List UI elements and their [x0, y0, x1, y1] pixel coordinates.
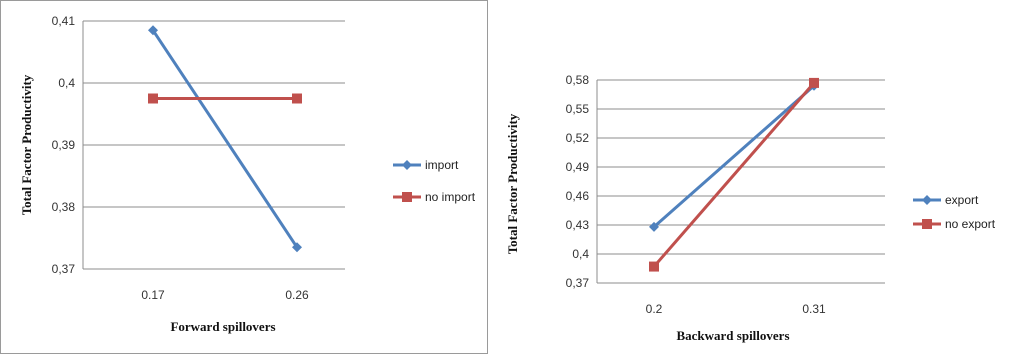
chart-panel-forward: 0,41 0,4 0,39 0,38 0,37 0.17 0.26 Total Factor …: [0, 0, 488, 354]
legend-label: no export: [945, 217, 996, 231]
y-tick-label: 0,4: [58, 76, 75, 90]
x-tick-label: 0.31: [802, 302, 826, 316]
y-tick-label: 0,37: [52, 262, 76, 276]
x-tick-label: 0.26: [285, 288, 309, 302]
legend-marker: [922, 195, 932, 205]
data-point-marker: [809, 77, 819, 88]
forward-spillovers-chart: 0,41 0,4 0,39 0,38 0,37 0.17 0.26 Total Factor …: [19, 14, 476, 334]
y-tick-label: 0,46: [566, 189, 590, 203]
legend-label: import: [425, 158, 459, 172]
data-point-marker: [649, 261, 659, 272]
y-tick-label: 0,39: [52, 138, 76, 152]
x-axis-title: Backward spillovers: [676, 328, 789, 343]
series-line-no-export: [652, 81, 816, 268]
y-tick-label: 0,55: [566, 102, 590, 116]
chart-panel-backward: 0,58 0,55 0,52 0,49 0,46 0,43 0,4 0,37 0.2 0.31 To…: [489, 66, 1019, 354]
legend-marker: [402, 160, 412, 170]
backward-spillovers-chart: 0,58 0,55 0,52 0,49 0,46 0,43 0,4 0,37 0.2 0.31 To…: [505, 73, 996, 343]
y-axis-title: Total Factor Productivity: [505, 113, 520, 254]
y-axis-title: Total Factor Productivity: [19, 74, 34, 215]
y-tick-label: 0,38: [52, 200, 76, 214]
y-tick-label: 0,4: [572, 247, 589, 261]
data-point-marker: [148, 25, 158, 36]
legend-marker: [922, 219, 932, 229]
y-tick-label: 0,49: [566, 160, 590, 174]
series-line-import: [151, 29, 299, 249]
legend-label: export: [945, 193, 979, 207]
y-tick-label: 0,52: [566, 131, 590, 145]
x-axis-title: Forward spillovers: [170, 319, 275, 334]
y-tick-label: 0,37: [566, 276, 590, 290]
data-point-marker: [292, 242, 302, 253]
x-tick-label: 0.17: [141, 288, 165, 302]
data-point-marker: [649, 221, 659, 232]
y-tick-label: 0,43: [566, 218, 590, 232]
data-point-marker: [148, 93, 158, 104]
series-line-export: [653, 84, 815, 229]
legend-label: no import: [425, 190, 476, 204]
legend-marker: [402, 192, 412, 202]
data-point-marker: [292, 93, 302, 104]
y-tick-label: 0,58: [566, 73, 590, 87]
x-tick-label: 0.2: [646, 302, 663, 316]
y-tick-label: 0,41: [52, 14, 76, 28]
